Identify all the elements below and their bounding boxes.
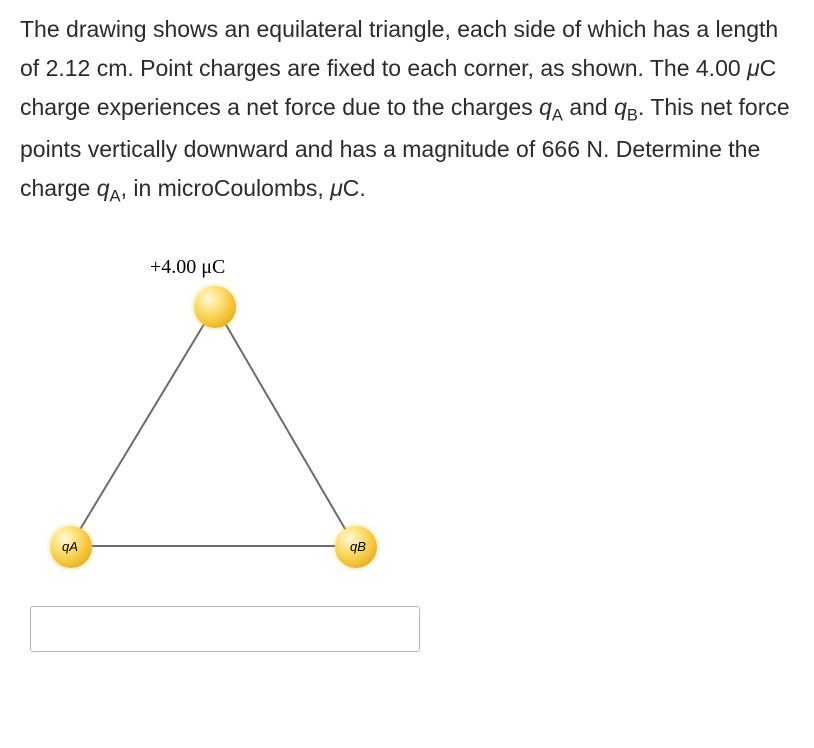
- problem-statement: The drawing shows an equilateral triangl…: [20, 10, 794, 211]
- label-text: +4.00 μC: [150, 256, 225, 278]
- right-charge-label: qB: [350, 539, 366, 554]
- triangle-edge-left: [70, 306, 215, 546]
- triangle-figure: +4.00 μC qA qB: [30, 246, 430, 566]
- text-segment: , in microCoulombs,: [121, 175, 331, 201]
- subscript-a: A: [110, 187, 121, 206]
- triangle-edge-right: [215, 306, 355, 546]
- text-segment: The drawing shows an equilateral triangl…: [20, 16, 778, 81]
- mu-symbol: μ: [330, 175, 343, 201]
- top-charge-label: +4.00 μC: [150, 256, 225, 279]
- text-segment: C.: [343, 175, 366, 201]
- subscript-b: B: [627, 106, 638, 125]
- var-q: q: [539, 94, 552, 120]
- triangle-lines: [70, 306, 360, 561]
- answer-input[interactable]: [30, 606, 420, 652]
- label-text: qA: [62, 539, 78, 554]
- var-q: q: [614, 94, 627, 120]
- label-text: qB: [350, 539, 366, 554]
- subscript-a: A: [552, 106, 563, 125]
- left-charge-label: qA: [62, 539, 78, 554]
- text-segment: and: [563, 94, 614, 120]
- mu-symbol: μ: [747, 55, 760, 81]
- var-q: q: [97, 175, 110, 201]
- triangle-svg: [70, 306, 360, 556]
- top-charge-sphere: [194, 286, 236, 328]
